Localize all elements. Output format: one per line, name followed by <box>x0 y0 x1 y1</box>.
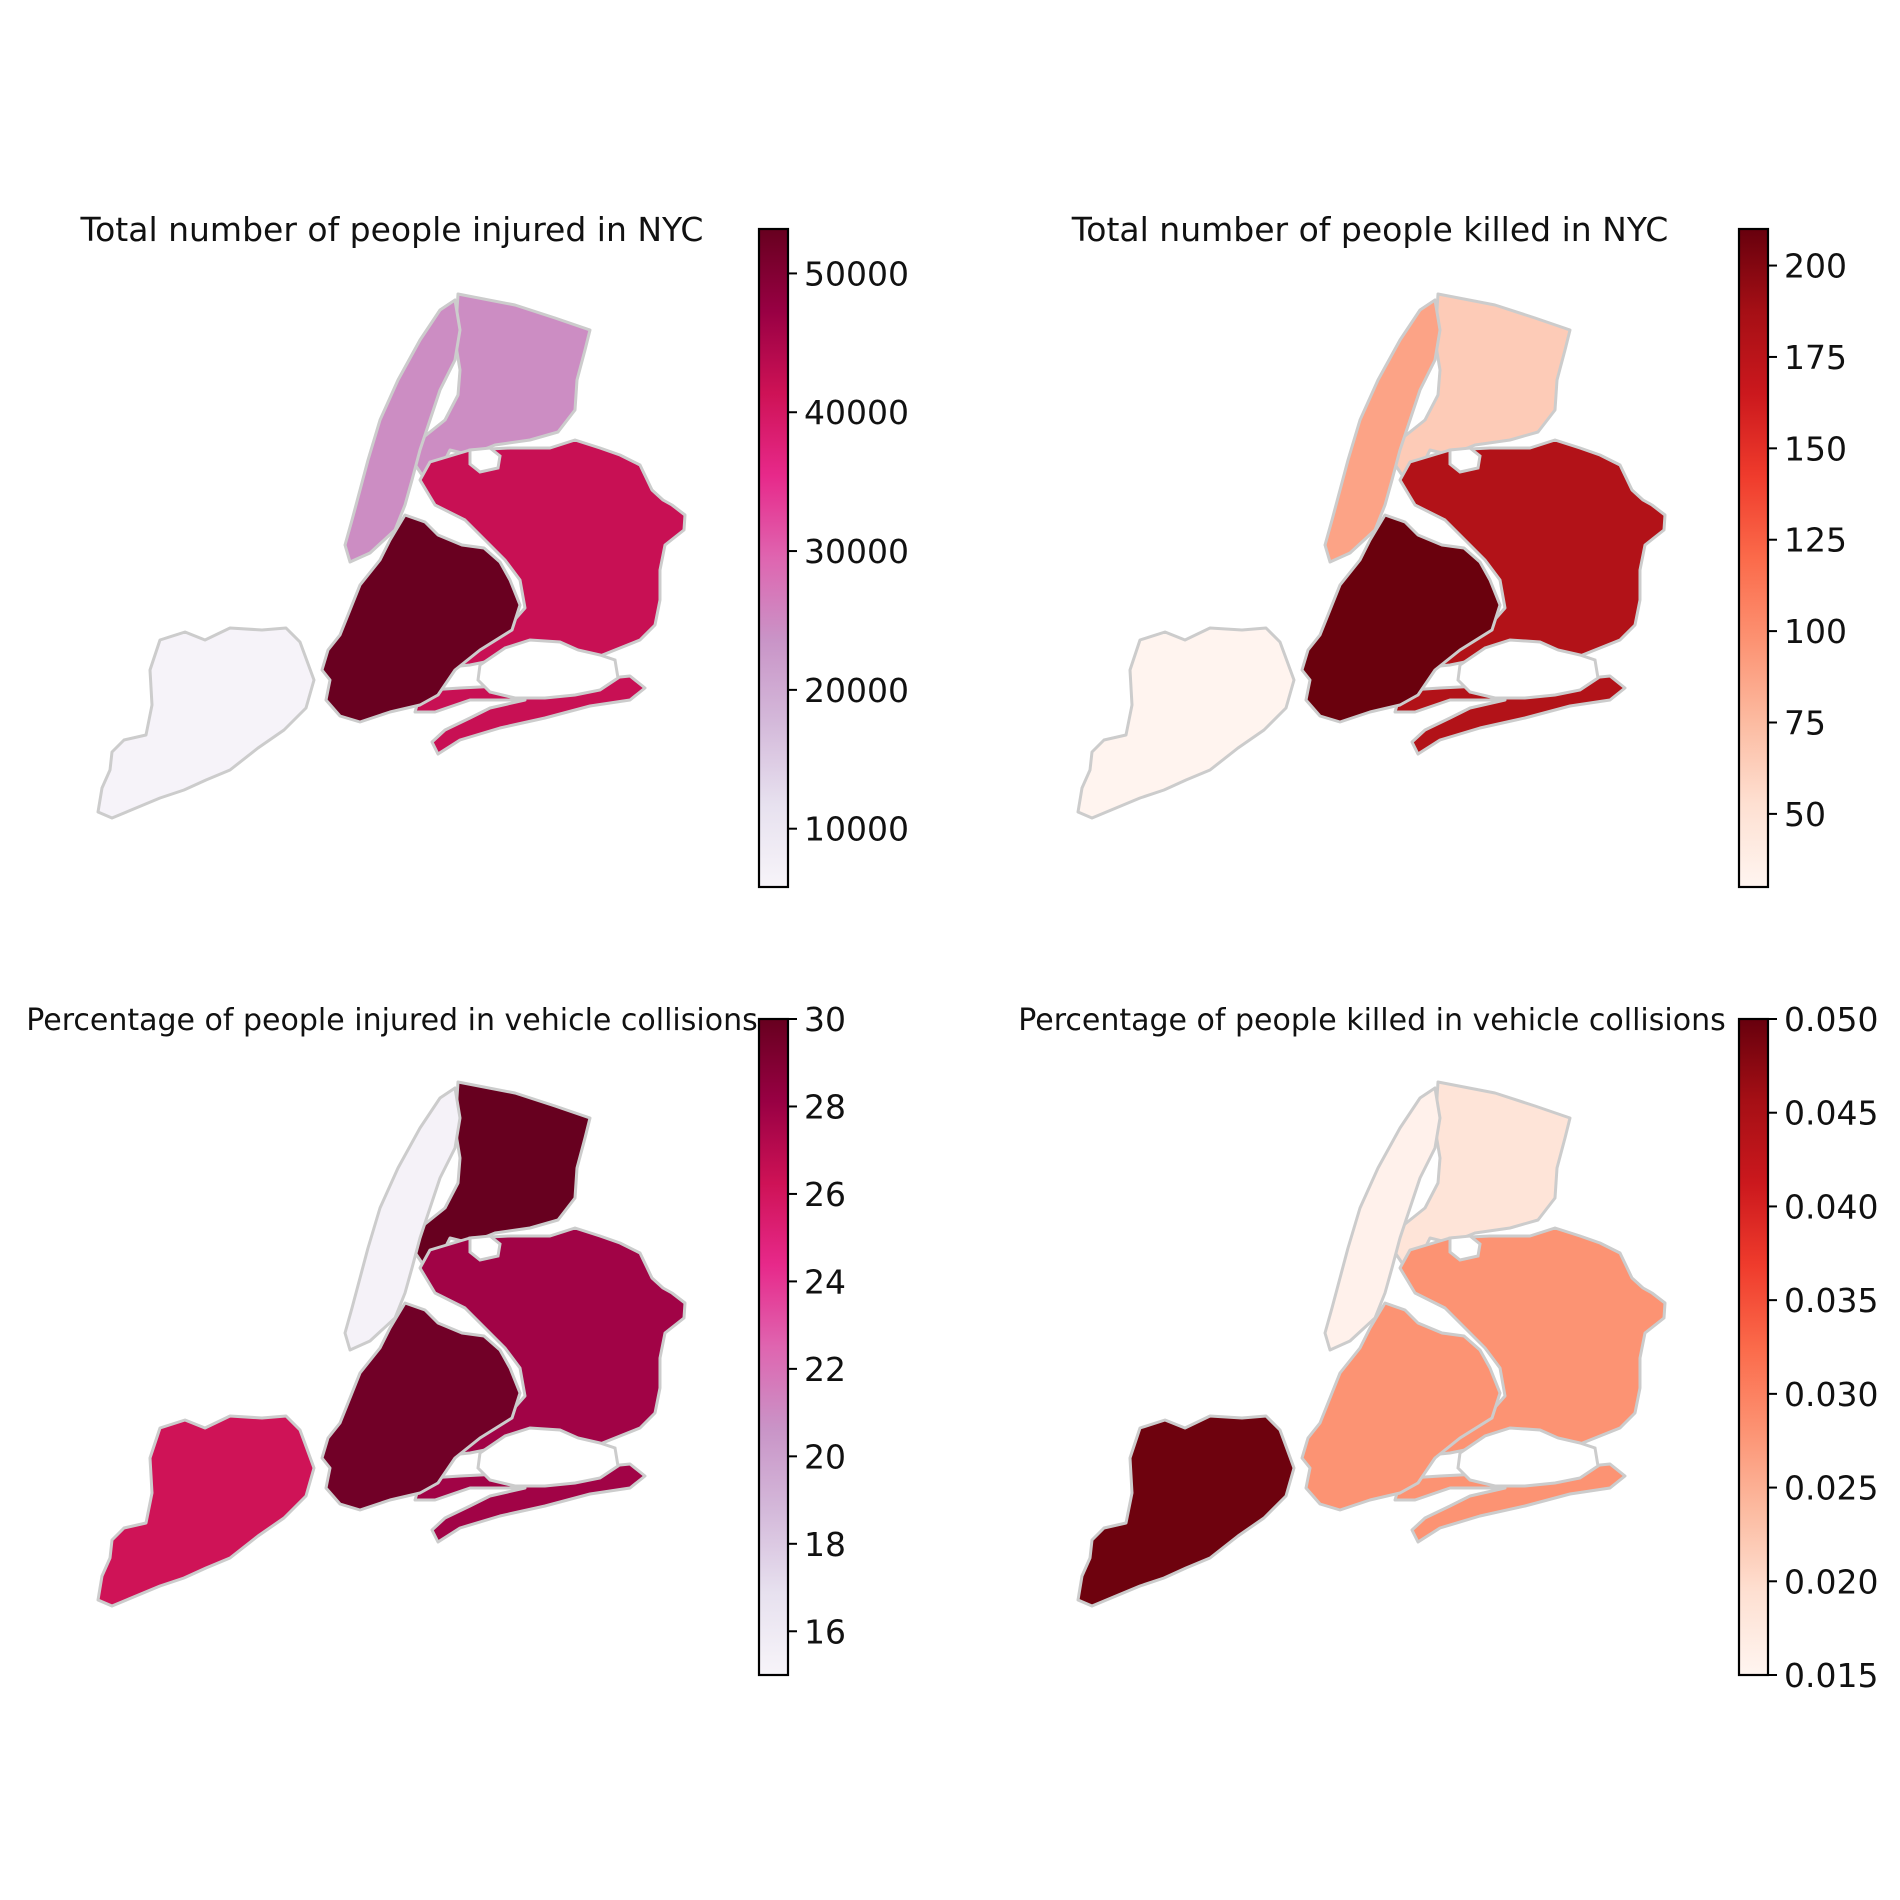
borough-brooklyn <box>320 1301 522 1512</box>
borough-manhattan <box>343 1086 462 1352</box>
colorbar-tick-label: 26 <box>804 1175 846 1214</box>
colorbar-tick-label: 200 <box>1784 247 1847 286</box>
map-panel-killed-percentage: Percentage of people killed in vehicle c… <box>1018 1000 1878 1695</box>
colorbar-tick-label: 50000 <box>804 254 909 293</box>
borough-staten-island <box>96 1414 316 1608</box>
colorbar-frame <box>757 227 790 889</box>
map-panel-injured-total: Total number of people injured in NYC 10… <box>80 210 909 889</box>
nyc-map <box>1076 292 1667 820</box>
colorbar-tick-label: 0.040 <box>1784 1187 1878 1226</box>
nyc-map <box>1076 1080 1667 1608</box>
colorbar-tick-label: 22 <box>804 1350 846 1389</box>
colorbar-tick-label: 20 <box>804 1437 846 1476</box>
jamaica-bay <box>1456 638 1600 700</box>
borough-staten-island <box>1076 626 1296 820</box>
colorbar-tick-label: 0.025 <box>1784 1469 1878 1508</box>
colorbar-frame <box>757 1017 790 1677</box>
colorbar-tick-label: 10000 <box>804 810 909 849</box>
colorbar-ticks: 16 18 20 22 24 26 28 30 <box>788 1000 846 1651</box>
borough-brooklyn <box>1300 1301 1502 1512</box>
jamaica-bay <box>1456 1426 1600 1488</box>
colorbar-tick-label: 75 <box>1784 704 1826 743</box>
jamaica-bay <box>476 638 620 700</box>
panel-title: Total number of people injured in NYC <box>80 210 704 249</box>
map-panel-killed-total: Total number of people killed in NYC 50 7… <box>1071 210 1847 889</box>
colorbar-tick-label: 28 <box>804 1087 846 1126</box>
nyc-map <box>96 1080 687 1608</box>
colorbar-tick-label: 30 <box>804 1000 846 1039</box>
harlem-river-inlet <box>1448 1234 1482 1262</box>
colorbar-killed-total <box>1739 229 1768 887</box>
borough-manhattan <box>343 298 462 564</box>
colorbar-tick-label: 175 <box>1784 338 1847 377</box>
colorbar-tick-label: 20000 <box>804 671 909 710</box>
colorbar-tick-label: 0.030 <box>1784 1375 1878 1414</box>
harlem-river-inlet <box>468 446 502 474</box>
harlem-river-inlet <box>1448 446 1482 474</box>
colorbar-tick-label: 50 <box>1784 795 1826 834</box>
harlem-river-inlet <box>468 1234 502 1262</box>
colorbar-killed-percentage <box>1739 1019 1768 1675</box>
borough-brooklyn <box>320 513 522 724</box>
colorbar-ticks: 10000 20000 30000 40000 50000 <box>788 254 909 849</box>
borough-manhattan <box>1323 298 1442 564</box>
colorbar-frame <box>1737 1017 1770 1677</box>
colorbar-tick-label: 0.035 <box>1784 1281 1878 1320</box>
panel-title: Total number of people killed in NYC <box>1071 210 1669 249</box>
colorbar-tick-label: 0.050 <box>1784 1000 1878 1039</box>
colorbar-tick-label: 18 <box>804 1525 846 1564</box>
colorbar-tick-label: 24 <box>804 1262 846 1301</box>
colorbar-injured-total <box>759 229 788 887</box>
colorbar-tick-label: 0.045 <box>1784 1094 1878 1133</box>
colorbar-tick-label: 40000 <box>804 393 909 432</box>
map-panel-injured-percentage: Percentage of people injured in vehicle … <box>26 1000 846 1677</box>
panel-title: Percentage of people injured in vehicle … <box>26 1003 757 1038</box>
borough-brooklyn <box>1300 513 1502 724</box>
borough-staten-island <box>96 626 316 820</box>
colorbar-tick-label: 0.020 <box>1784 1562 1878 1601</box>
borough-staten-island <box>1076 1414 1296 1608</box>
colorbar-ticks: 50 75 100 125 150 175 200 <box>1768 247 1847 834</box>
colorbar-tick-label: 0.015 <box>1784 1656 1878 1695</box>
borough-manhattan <box>1323 1086 1442 1352</box>
nyc-map <box>96 292 687 820</box>
jamaica-bay <box>476 1426 620 1488</box>
colorbar-tick-label: 150 <box>1784 429 1847 468</box>
colorbar-injured-percentage <box>759 1019 788 1675</box>
colorbar-frame <box>1737 227 1770 889</box>
colorbar-tick-label: 30000 <box>804 532 909 571</box>
colorbar-tick-label: 16 <box>804 1612 846 1651</box>
colorbar-ticks: 0.015 0.020 0.025 0.030 0.035 0.040 0.045 0.050 <box>1768 1000 1878 1695</box>
panel-title: Percentage of people killed in vehicle c… <box>1018 1003 1725 1038</box>
colorbar-tick-label: 125 <box>1784 521 1847 560</box>
colorbar-tick-label: 100 <box>1784 612 1847 651</box>
